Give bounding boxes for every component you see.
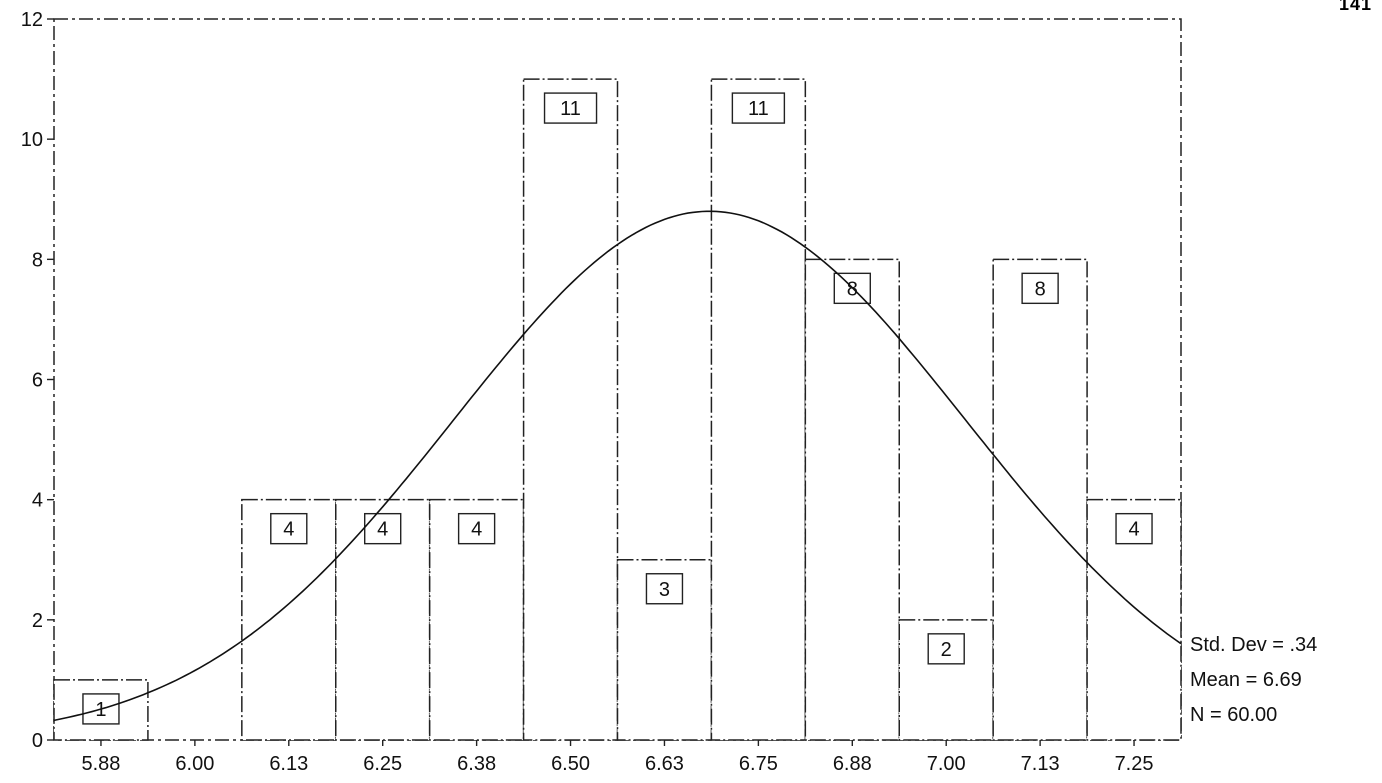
data-label: 1: [95, 699, 106, 721]
data-label-box: [645, 573, 684, 605]
y-tick-label: 8: [32, 249, 43, 271]
x-tick-label: 6.38: [457, 753, 496, 775]
data-label: 4: [283, 519, 294, 541]
histogram-bar: [804, 258, 900, 741]
x-axis: 5.88 6.00 6.13 6.25 6.38 6.50 6.63 6.75 6.88 7.00…: [81, 740, 1154, 775]
data-label: 3: [659, 579, 670, 601]
x-tick-label: 6.88: [833, 753, 872, 775]
data-label-box: [1115, 512, 1153, 545]
x-tick-label: 7.25: [1115, 753, 1154, 775]
std-dev-text: Std. Dev = .34: [1190, 634, 1318, 656]
y-tick-label: 0: [32, 730, 43, 752]
data-label-box: [364, 512, 402, 545]
normal-curve: [53, 210, 1182, 722]
x-tick-label: 7.13: [1021, 753, 1060, 775]
data-label: 8: [1035, 278, 1046, 300]
data-label: 8: [847, 278, 858, 300]
histogram-bar: [522, 78, 619, 741]
x-tick-label: 5.88: [81, 753, 120, 775]
histogram-bar: [992, 258, 1088, 741]
y-tick-label: 12: [21, 9, 43, 31]
y-tick-label: 2: [32, 610, 43, 632]
data-labels-layer: 1 4 4 4 11 3 11 8 2 8 4: [82, 92, 1153, 725]
data-label: 11: [560, 98, 581, 120]
y-axis: 0 2 4 6 8 10 12: [21, 9, 54, 752]
mean-text: Mean = 6.69: [1190, 669, 1302, 691]
x-tick-label: 6.50: [551, 753, 590, 775]
x-tick-label: 7.00: [927, 753, 966, 775]
data-label: 4: [1128, 519, 1139, 541]
data-label: 11: [748, 98, 769, 120]
data-label: 2: [941, 639, 952, 661]
y-tick-label: 6: [32, 370, 43, 392]
histogram-bar: [710, 78, 807, 741]
y-tick-label: 10: [21, 129, 43, 151]
data-label-box: [457, 512, 496, 545]
data-label-box: [1021, 272, 1059, 305]
data-label-box: [731, 92, 786, 124]
x-tick-label: 6.63: [645, 753, 684, 775]
x-tick-label: 6.75: [739, 753, 778, 775]
data-label-box: [543, 92, 598, 124]
data-label: 4: [471, 519, 482, 541]
x-tick-label: 6.25: [363, 753, 402, 775]
bars-layer: [53, 78, 1182, 741]
y-tick-label: 4: [32, 490, 43, 512]
x-tick-label: 6.13: [269, 753, 308, 775]
n-text: N = 60.00: [1190, 704, 1278, 726]
data-label-box: [927, 633, 965, 665]
data-label: 4: [377, 519, 388, 541]
data-label-box: [270, 512, 308, 545]
page-number: 141: [1338, 0, 1372, 14]
x-tick-label: 6.00: [175, 753, 214, 775]
